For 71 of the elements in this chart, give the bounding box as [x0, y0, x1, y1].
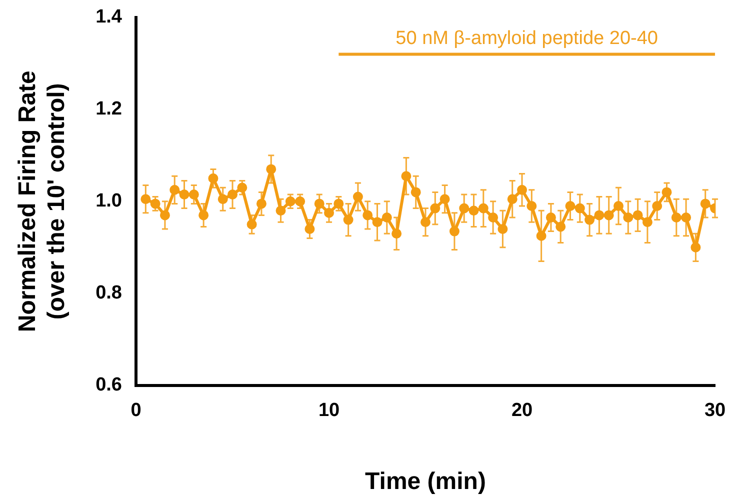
point: [266, 164, 276, 174]
point: [198, 210, 209, 220]
point: [179, 190, 190, 200]
point: [488, 212, 498, 222]
series-label: 50 nM β-amyloid peptide 20-40: [396, 28, 658, 49]
point: [642, 217, 652, 228]
point: [160, 210, 170, 220]
y-tick-label: 1.2: [96, 98, 122, 120]
point: [362, 210, 373, 220]
point: [392, 228, 402, 239]
point: [507, 194, 518, 204]
point: [334, 198, 344, 209]
point: [556, 222, 566, 232]
point: [546, 212, 556, 222]
point: [228, 190, 238, 200]
point: [690, 242, 701, 252]
point: [517, 184, 528, 195]
point: [352, 192, 363, 202]
point: [324, 208, 334, 218]
point: [314, 198, 324, 209]
point: [295, 196, 306, 206]
point: [218, 194, 228, 204]
point: [671, 212, 682, 222]
y-tick-label: 0.6: [96, 374, 122, 396]
point: [498, 224, 508, 234]
point: [478, 203, 488, 214]
point: [237, 182, 248, 193]
point: [449, 226, 460, 236]
point: [276, 206, 286, 216]
y-tick-label: 1.0: [96, 190, 122, 212]
point: [604, 210, 614, 220]
point: [430, 203, 440, 214]
point: [304, 224, 315, 234]
point: [459, 203, 470, 214]
point: [401, 171, 412, 182]
point: [208, 173, 218, 184]
point: [652, 201, 662, 211]
point: [574, 203, 585, 214]
point: [372, 217, 382, 228]
point: [632, 210, 643, 220]
point: [246, 219, 257, 230]
y-axis-title: Normalized Firing Rate (over the 10' control): [14, 70, 70, 332]
x-tick-label: 10: [318, 400, 340, 422]
point: [140, 194, 151, 204]
point: [700, 198, 710, 209]
point: [150, 198, 160, 209]
point: [681, 212, 692, 222]
x-tick-label: 30: [704, 400, 726, 422]
point: [256, 198, 266, 209]
point: [170, 184, 180, 195]
point: [584, 214, 595, 225]
point: [440, 194, 450, 204]
point: [343, 214, 354, 225]
point: [565, 201, 576, 211]
point: [526, 201, 537, 211]
y-tick-label: 0.8: [96, 282, 122, 304]
point: [420, 217, 431, 228]
point: [594, 210, 604, 220]
point: [188, 190, 199, 200]
x-tick-label: 20: [511, 400, 533, 422]
point: [468, 206, 479, 216]
point: [410, 187, 421, 198]
x-axis-title: Time (min): [365, 468, 486, 496]
point: [285, 196, 296, 206]
y-tick-label: 1.4: [96, 6, 122, 28]
x-tick-label: 0: [130, 400, 142, 422]
point: [614, 201, 624, 211]
point: [662, 187, 672, 198]
point: [382, 212, 392, 222]
point: [623, 212, 634, 222]
point: [536, 230, 546, 241]
